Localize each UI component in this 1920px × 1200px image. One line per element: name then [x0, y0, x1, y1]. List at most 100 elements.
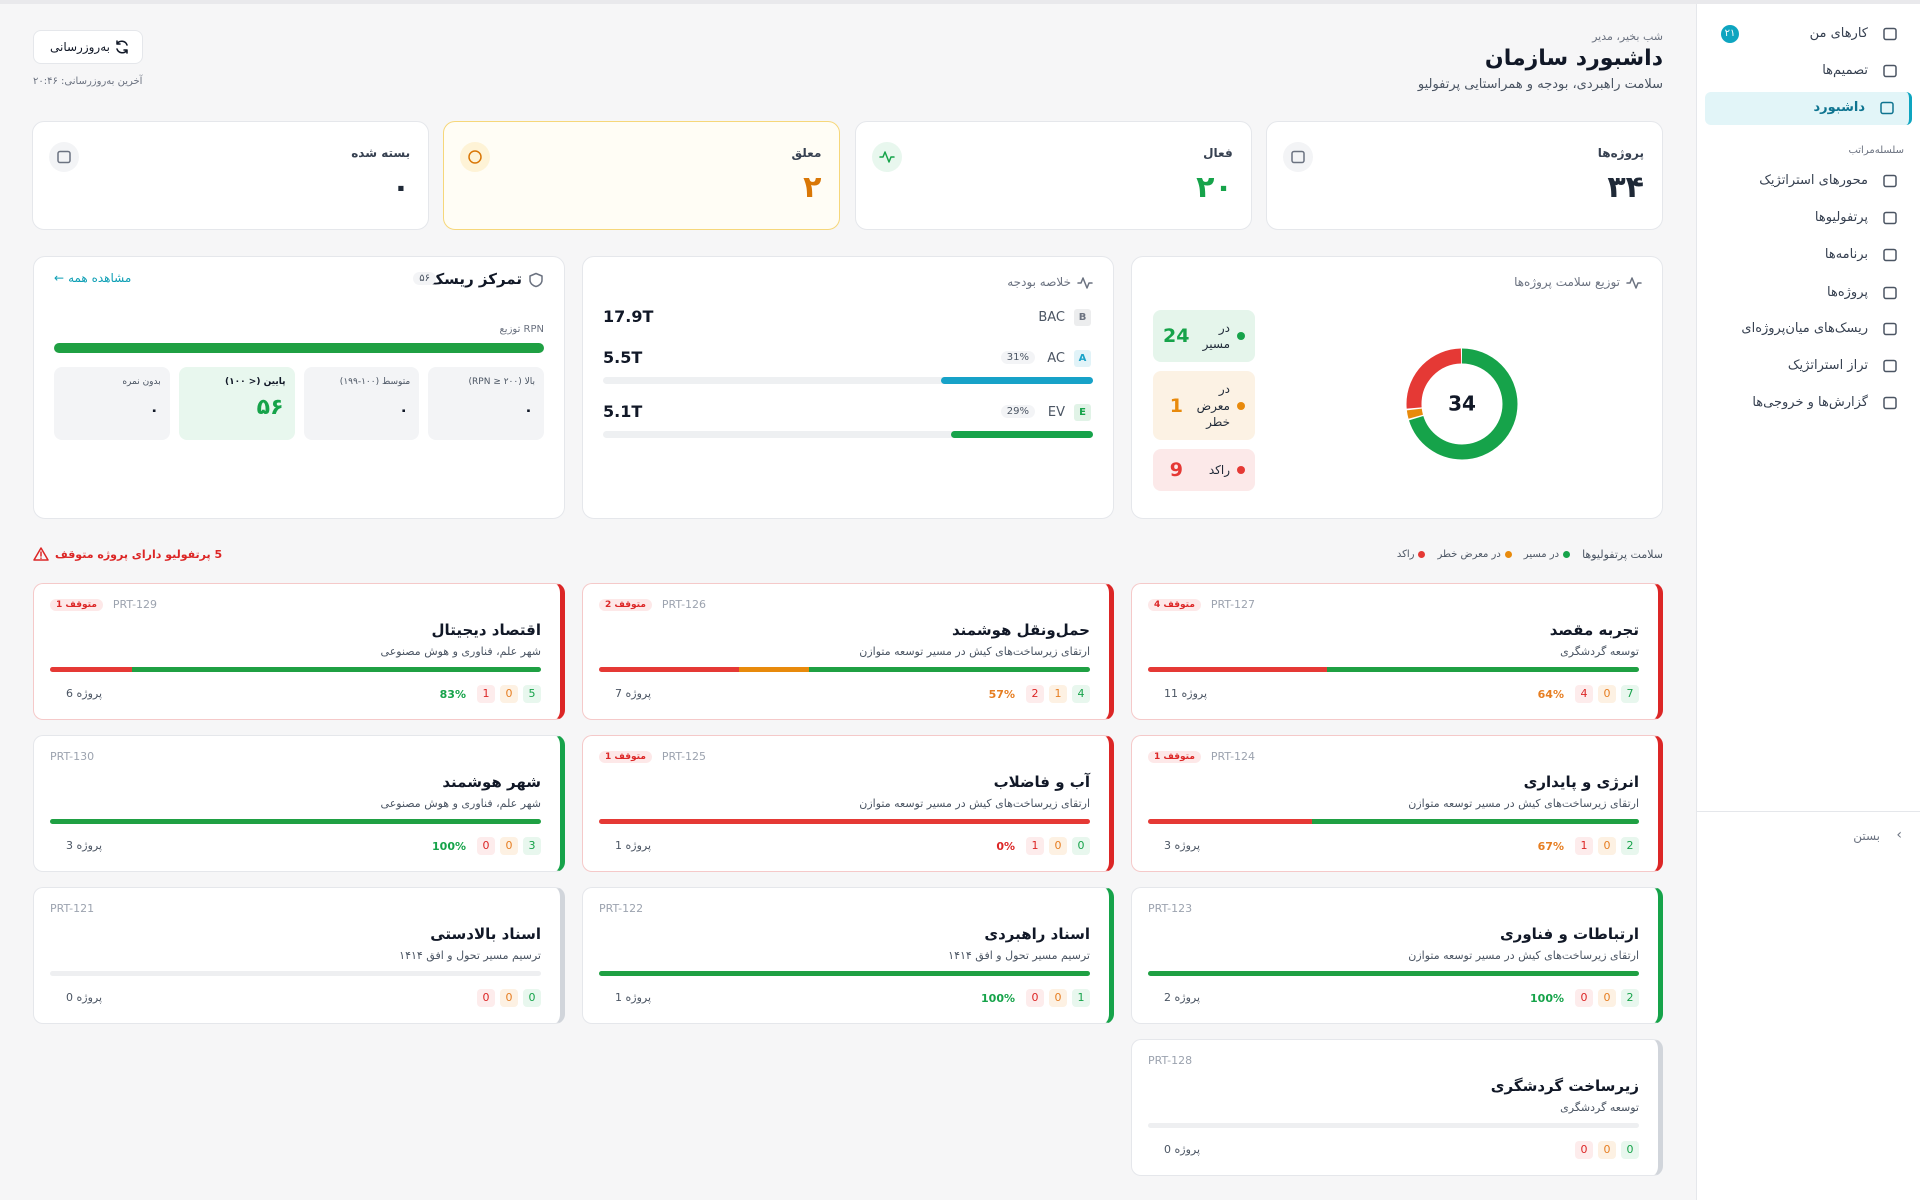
icon	[1880, 101, 1894, 115]
top-border	[0, 0, 1920, 4]
count: 0	[1575, 989, 1593, 1007]
portfolio-card[interactable]: 1 متوقف PRT-124 انرژی و پایداری ارتقای زیرس…	[1131, 735, 1663, 872]
row-name: AC	[1047, 351, 1065, 366]
icon	[1883, 322, 1897, 336]
count: 7	[1621, 685, 1639, 703]
card-counts: 5 0 1 83%	[440, 685, 541, 703]
bar-segment	[1326, 667, 1639, 672]
card-counts: 3 0 0 100%	[432, 837, 541, 855]
view-all-link[interactable]: ← مشاهده همه	[54, 271, 131, 285]
count: 1	[1049, 685, 1067, 703]
card-title: اسناد راهبردی	[984, 925, 1090, 943]
row-percent: 31%	[1000, 351, 1035, 364]
nav-label: برنامه‌ها	[1824, 247, 1868, 262]
count: 0	[477, 837, 495, 855]
close-button[interactable]: بستن ‹	[1784, 825, 1904, 851]
nav-item[interactable]: ریسک‌های میان‌پروژه‌ای	[1705, 313, 1912, 346]
health-bar	[1148, 667, 1639, 672]
greeting: شب بخیر، مدیر	[1592, 30, 1663, 43]
level-value: ۰	[399, 401, 409, 419]
portfolio-card[interactable]: PRT-130 شهر هوشمند شهر علم، فناوری و هوش م…	[33, 735, 565, 872]
level-value: ۰	[149, 401, 159, 419]
row-name: EV	[1047, 405, 1065, 420]
nav-item[interactable]: داشبورد	[1705, 92, 1912, 125]
icon	[116, 40, 128, 54]
project-count: 3 پروژه	[1164, 839, 1201, 852]
portfolio-card[interactable]: PRT-121 اسناد بالادستی ترسیم مسیر تحول و ا…	[33, 887, 565, 1024]
card-subtitle: ارتقای زیرساخت‌های کیش در مسیر توسعه متو…	[859, 645, 1090, 658]
nav-item[interactable]: تصمیم‌ها	[1705, 55, 1912, 88]
portfolio-card[interactable]: 4 متوقف PRT-127 تجربه مقصد توسعه گردشگری 7 0 4…	[1131, 583, 1663, 720]
portfolio-card[interactable]: 1 متوقف PRT-125 آب و فاضلاب ارتقای زیرساخت‌…	[582, 735, 1114, 872]
bar-segment	[131, 667, 541, 672]
bar-segment	[809, 667, 1090, 672]
icon	[1077, 277, 1093, 289]
health-card: توزیع سلامت پروژه‌ها 34 در مسیر 24 در معرض خ…	[1131, 256, 1663, 519]
card-code: PRT-125	[661, 750, 707, 763]
icon-shape	[1883, 322, 1897, 336]
nav-item[interactable]: برنامه‌ها	[1705, 239, 1912, 272]
icon-shape	[1883, 174, 1897, 188]
card-code: PRT-129	[112, 598, 158, 611]
card-subtitle: ارتقای زیرساخت‌های کیش در مسیر توسعه متو…	[859, 797, 1090, 810]
icon-shape	[1883, 64, 1897, 78]
icon-shape	[1883, 27, 1897, 41]
donut-segment	[1406, 348, 1518, 460]
icon	[1626, 277, 1642, 289]
separator	[1697, 811, 1920, 812]
kpi-icon	[460, 142, 491, 172]
nav-item[interactable]: پرتفولیوها	[1705, 202, 1912, 235]
portfolio-card[interactable]: PRT-123 ارتباطات و فناوری ارتقای زیرساخت‌ه…	[1131, 887, 1663, 1024]
portfolio-card[interactable]: PRT-122 اسناد راهبردی ترسیم مسیر تحول و اف…	[582, 887, 1114, 1024]
icon-shape	[1883, 359, 1897, 373]
legend-item: راکد	[1397, 549, 1426, 560]
nav-item[interactable]: پروژه‌ها	[1705, 277, 1912, 310]
stalled-badge: 1 متوقف	[599, 750, 652, 763]
card-title: اسناد بالادستی	[430, 925, 541, 943]
nav-item[interactable]: تراز استراتژیک	[1705, 350, 1912, 383]
legend-name: در معرض خطر	[1196, 382, 1230, 429]
count: 3	[523, 837, 541, 855]
health-bar	[1148, 971, 1639, 976]
nav-item[interactable]: محورهای استراتژیک	[1705, 165, 1912, 198]
portfolio-card[interactable]: 2 متوقف PRT-126 حمل‌ونقل هوشمند ارتقای زیرس…	[582, 583, 1114, 720]
row-name: BAC	[1038, 310, 1065, 325]
nav-badge: ۲۱	[1721, 25, 1739, 43]
risk-levels: بالا (RPN ≥ ۲۰۰) ۰ متوسط (۱۰۰-۱۹۹) ۰ پایین (…	[54, 367, 544, 440]
card-subtitle: ارتقای زیرساخت‌های کیش در مسیر توسعه متو…	[1408, 949, 1639, 962]
kpi-card: بسته شده ۰	[32, 121, 430, 230]
percent: 100%	[981, 991, 1015, 1005]
icon-shape	[1883, 396, 1897, 410]
risk-level: بدون نمره ۰	[54, 367, 170, 440]
link-label: مشاهده همه	[68, 271, 132, 285]
count: 2	[1621, 989, 1639, 1007]
portfolio-card[interactable]: 1 متوقف PRT-129 اقتصاد دیجیتال شهر علم، فنا…	[33, 583, 565, 720]
count: 1	[1072, 989, 1090, 1007]
portfolio-card[interactable]: PRT-128 زیرساخت گردشگری توسعه گردشگری 0 0 0 0 …	[1131, 1039, 1663, 1176]
page-subtitle: سلامت راهبردی، بودجه و همراستایی پرتفولی…	[1417, 77, 1663, 92]
card-counts: 0 0 1 0%	[996, 837, 1090, 855]
sidebar: کارهای من ۲۱ تصمیم‌ها داشبورد سلسله‌مراتب محو…	[1696, 4, 1920, 1200]
count: 0	[1598, 989, 1616, 1007]
icon	[529, 272, 543, 288]
legend-value: 1	[1169, 394, 1183, 417]
risk-card: تمرکز ریسک ۵۶ ← مشاهده همه توزیع RPN بالا (RP…	[33, 256, 565, 519]
card-meta: PRT-130	[50, 750, 94, 763]
project-count: 1 پروژه	[615, 991, 652, 1004]
icon	[1883, 64, 1897, 78]
bar-segment	[739, 667, 810, 672]
nav-item[interactable]: کارهای من ۲۱	[1705, 18, 1912, 51]
legend-item: در مسیر	[1524, 549, 1571, 560]
count: 0	[477, 989, 495, 1007]
donut: 34	[1406, 348, 1518, 460]
percent: 100%	[1530, 991, 1564, 1005]
legend-dot	[1237, 465, 1245, 474]
close-label: بستن	[1853, 829, 1880, 843]
row-percent: 29%	[1000, 405, 1035, 418]
page-title: داشبورد سازمان	[1484, 46, 1663, 71]
count: 0	[1598, 1141, 1616, 1159]
card-meta: PRT-122	[599, 902, 643, 915]
nav-item[interactable]: گزارش‌ها و خروجی‌ها	[1705, 387, 1912, 420]
refresh-button[interactable]: به‌روزرسانی	[33, 30, 143, 64]
icon	[1883, 359, 1897, 373]
